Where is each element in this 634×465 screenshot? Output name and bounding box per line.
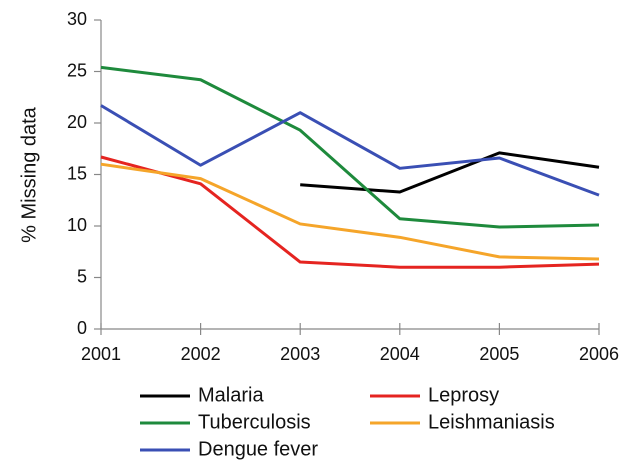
line xyxy=(300,151,600,194)
legend-label: Dengue fever xyxy=(198,438,318,460)
line xyxy=(100,104,600,197)
y-tick-label: 25 xyxy=(67,60,87,80)
line xyxy=(100,155,600,269)
line xyxy=(100,65,600,229)
x-tick-label: 2004 xyxy=(380,344,420,364)
legend-label: Leprosy xyxy=(428,384,499,406)
x-tick-label: 2005 xyxy=(479,344,519,364)
y-tick-label: 5 xyxy=(77,266,87,286)
legend-label: Tuberculosis xyxy=(198,411,311,433)
legend-label: Leishmaniasis xyxy=(428,411,555,433)
y-tick-label: 20 xyxy=(67,112,87,132)
y-tick-label: 0 xyxy=(77,318,87,338)
y-axis-label: % Missing data xyxy=(18,106,40,242)
legend-label: Malaria xyxy=(198,384,264,406)
y-tick-label: 15 xyxy=(67,163,87,183)
y-tick-label: 30 xyxy=(67,9,87,29)
line xyxy=(100,162,600,261)
y-tick-label: 10 xyxy=(67,215,87,235)
x-tick-label: 2003 xyxy=(280,344,320,364)
x-tick-label: 2006 xyxy=(579,344,619,364)
x-tick-label: 2002 xyxy=(181,344,221,364)
x-tick-label: 2001 xyxy=(81,344,121,364)
